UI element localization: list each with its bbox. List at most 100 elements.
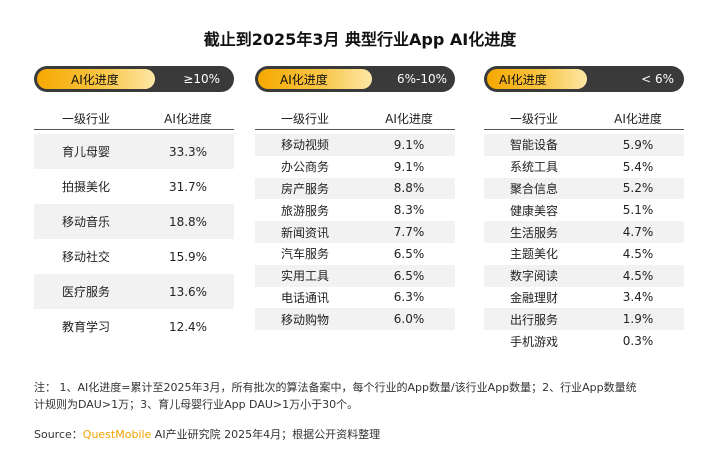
industry-cell: 出行服务 (510, 312, 559, 327)
progress-cell: 12.4% (168, 319, 208, 334)
table-row: 新闻资讯 7.7% (255, 221, 455, 243)
table-row: 房产服务 8.8% (255, 177, 455, 200)
progress-cell: 8.8% (393, 181, 425, 196)
progress-cell: 13.6% (168, 284, 208, 299)
progress-cell: 5.9% (622, 137, 654, 152)
table-header: 一级行业 AI化进度 (255, 108, 455, 130)
industry-cell: 实用工具 (281, 269, 330, 284)
brand-name: QuestMobile (82, 428, 152, 441)
progress-cell: 4.5% (622, 246, 654, 261)
progress-cell: 0.3% (622, 334, 654, 349)
table-row: 金融理财 3.4% (484, 286, 684, 309)
industry-cell: 健康美容 (510, 203, 559, 218)
table-row: 主题美化 4.5% (484, 242, 684, 265)
header-progress: AI化进度 (614, 112, 662, 126)
progress-cell: 5.1% (622, 203, 654, 218)
industry-cell: 移动社交 (62, 250, 111, 264)
progress-cell: 6.5% (393, 246, 425, 261)
table-row: 移动视频 9.1% (255, 134, 455, 156)
panel-high: AI化进度 ≥10% 一级行业 AI化进度 育儿母婴 33.3% 拍摄美化 31.7%… (34, 66, 234, 344)
table-row: 手机游戏 0.3% (484, 330, 684, 352)
industry-cell: 教育学习 (62, 320, 111, 334)
table-row: 移动社交 15.9% (34, 239, 234, 274)
industry-cell: 金融理财 (510, 290, 559, 305)
source-prefix: Source： (34, 428, 83, 441)
progress-cell: 5.4% (622, 159, 654, 174)
industry-cell: 移动购物 (281, 312, 330, 327)
table-row: 汽车服务 6.5% (255, 242, 455, 265)
badge-label: AI化进度 (487, 69, 587, 89)
table-row: 健康美容 5.1% (484, 199, 684, 222)
table-row: 教育学习 12.4% (34, 309, 234, 344)
table-row: 聚合信息 5.2% (484, 177, 684, 200)
industry-cell: 电话通讯 (281, 290, 330, 305)
table-row: 办公商务 9.1% (255, 155, 455, 178)
industry-cell: 旅游服务 (281, 203, 330, 218)
panel-mid: AI化进度 6%-10% 一级行业 AI化进度 移动视频 9.1% 办公商务 9.1%… (255, 66, 455, 331)
badge-label: AI化进度 (258, 69, 372, 89)
industry-cell: 生活服务 (510, 225, 559, 240)
range-badge: AI化进度 6%-10% (255, 66, 455, 92)
panel-low: AI化进度 < 6% 一级行业 AI化进度 智能设备 5.9% 系统工具 5.4% 聚合… (484, 66, 684, 352)
table-row: 移动购物 6.0% (255, 308, 455, 331)
footnote-line: 注： 1、AI化进度=累计至2025年3月，所有批次的算法备案中，每个行业的Ap… (34, 381, 637, 394)
source-suffix: AI产业研究院 2025年4月；根据公开资料整理 (151, 428, 381, 441)
table-header: 一级行业 AI化进度 (34, 108, 234, 130)
progress-cell: 1.9% (622, 312, 654, 327)
progress-cell: 33.3% (168, 144, 208, 159)
industry-cell: 新闻资讯 (281, 225, 330, 240)
badge-label: AI化进度 (37, 69, 155, 89)
industry-cell: 移动音乐 (62, 215, 111, 229)
table-row: 旅游服务 8.3% (255, 199, 455, 222)
header-industry: 一级行业 (62, 112, 111, 126)
industry-cell: 汽车服务 (281, 247, 330, 262)
table-row: 出行服务 1.9% (484, 308, 684, 331)
source-line: Source：QuestMobile AI产业研究院 2025年4月；根据公开资… (34, 426, 380, 442)
chart-title: 截止到2025年3月 典型行业App AI化进度 (203, 30, 517, 49)
header-industry: 一级行业 (281, 112, 330, 126)
table-row: 拍摄美化 31.7% (34, 169, 234, 204)
table-row: 数字阅读 4.5% (484, 264, 684, 287)
progress-cell: 6.3% (393, 290, 425, 305)
badge-range: < 6% (641, 72, 674, 86)
progress-cell: 9.1% (393, 137, 425, 152)
table-row: 系统工具 5.4% (484, 155, 684, 178)
progress-cell: 9.1% (393, 159, 425, 174)
badge-range: 6%-10% (396, 72, 447, 86)
progress-cell: 8.3% (393, 203, 425, 218)
footnote-line: 计规则为DAU>1万；3、育儿母婴行业App DAU>1万小于30个。 (34, 398, 359, 411)
industry-cell: 智能设备 (510, 138, 559, 153)
range-badge: AI化进度 < 6% (484, 66, 684, 92)
progress-cell: 7.7% (393, 225, 425, 240)
progress-cell: 18.8% (168, 214, 208, 229)
progress-cell: 6.5% (393, 268, 425, 283)
industry-cell: 办公商务 (281, 160, 330, 175)
header-progress: AI化进度 (164, 112, 212, 126)
industry-cell: 系统工具 (510, 160, 559, 175)
table-row: 智能设备 5.9% (484, 134, 684, 156)
header-progress: AI化进度 (385, 112, 433, 126)
progress-cell: 3.4% (622, 290, 654, 305)
industry-cell: 拍摄美化 (62, 180, 111, 194)
table-body: 智能设备 5.9% 系统工具 5.4% 聚合信息 5.2% 健康美容 5.1% 生活服务 4.7%… (484, 134, 684, 352)
industry-cell: 房产服务 (281, 181, 330, 196)
range-badge: AI化进度 ≥10% (34, 66, 234, 92)
progress-cell: 5.2% (622, 181, 654, 196)
industry-cell: 聚合信息 (510, 181, 559, 196)
industry-cell: 手机游戏 (510, 334, 559, 349)
progress-cell: 15.9% (168, 249, 208, 264)
table-row: 电话通讯 6.3% (255, 286, 455, 309)
progress-cell: 4.7% (622, 225, 654, 240)
industry-cell: 育儿母婴 (62, 145, 111, 159)
badge-range: ≥10% (183, 72, 220, 86)
industry-cell: 主题美化 (510, 247, 559, 262)
header-industry: 一级行业 (510, 112, 559, 126)
table-row: 移动音乐 18.8% (34, 204, 234, 239)
progress-cell: 6.0% (393, 312, 425, 327)
table-header: 一级行业 AI化进度 (484, 108, 684, 130)
table-body: 育儿母婴 33.3% 拍摄美化 31.7% 移动音乐 18.8% 移动社交 15.9% 医疗服务… (34, 134, 234, 344)
table-row: 医疗服务 13.6% (34, 274, 234, 309)
progress-cell: 31.7% (168, 179, 208, 194)
table-row: 育儿母婴 33.3% (34, 134, 234, 169)
table-body: 移动视频 9.1% 办公商务 9.1% 房产服务 8.8% 旅游服务 8.3% 新闻资讯 7.7%… (255, 134, 455, 331)
